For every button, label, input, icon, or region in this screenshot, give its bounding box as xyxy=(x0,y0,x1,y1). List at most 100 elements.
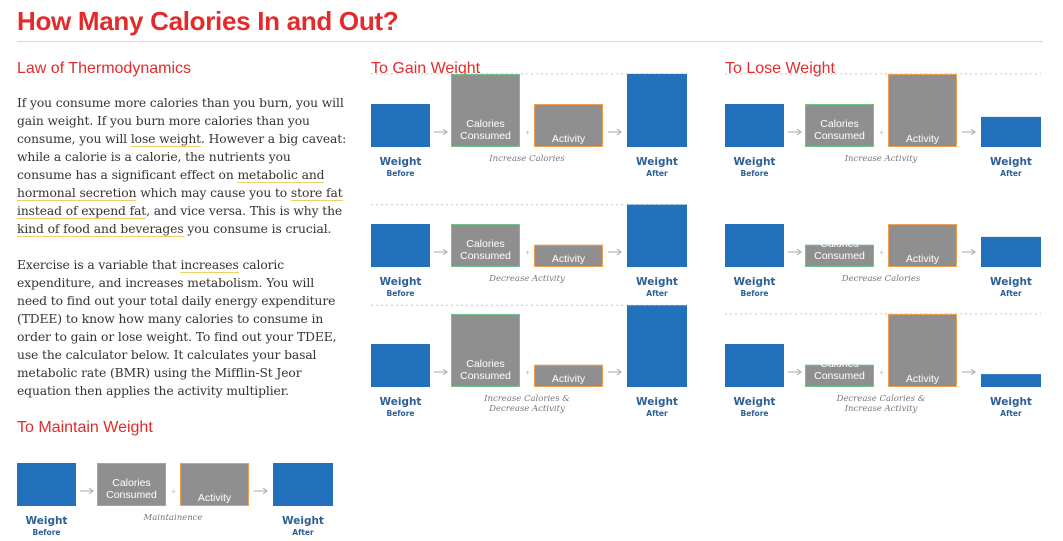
weight-after-label: Weight xyxy=(636,276,678,288)
before-label: Before xyxy=(386,409,414,418)
calories-label: Calories xyxy=(466,238,505,250)
arrow-head-icon xyxy=(616,248,622,256)
diagram-caption: Decrease Calories xyxy=(841,274,921,284)
plus-icon: + xyxy=(879,368,884,377)
activity-label: Activity xyxy=(552,253,586,265)
plus-icon: + xyxy=(171,487,176,496)
activity-bar xyxy=(888,313,957,387)
weight-before-label: Weight xyxy=(380,156,422,168)
paragraph1-text: , and vice versa. This is why the xyxy=(146,204,343,218)
arrow-head-icon xyxy=(970,368,976,376)
weight-before-label: Weight xyxy=(380,396,422,408)
calories-consumed-bar xyxy=(451,73,520,147)
heading-maintain: To Maintain Weight xyxy=(17,419,153,436)
diagram-lose-2: Calories Consumed + Activity Weight Before Wei… xyxy=(725,214,1041,298)
diagram-caption: Decrease Calories & xyxy=(836,394,926,404)
after-label: After xyxy=(1000,409,1022,418)
after-label: After xyxy=(646,169,668,178)
page-title: How Many Calories In and Out? xyxy=(17,6,399,36)
weight-after-label: Weight xyxy=(990,276,1032,288)
activity-bar xyxy=(534,244,603,267)
consumed-label: Consumed xyxy=(106,489,157,501)
activity-bar xyxy=(888,73,957,147)
weight-before-label: Weight xyxy=(734,276,776,288)
paragraph1-text: which may cause you to xyxy=(136,186,291,200)
calories-label: Calories xyxy=(820,358,859,370)
activity-label: Activity xyxy=(906,133,940,145)
calories-consumed-bar xyxy=(451,224,520,267)
before-label: Before xyxy=(32,528,60,537)
calories-consumed-bar xyxy=(805,104,874,147)
paragraph2-text: caloric expenditure, and increases metab… xyxy=(17,258,337,398)
calories-label: Calories xyxy=(466,118,505,130)
plus-icon: + xyxy=(879,248,884,257)
paragraph1-link[interactable]: store fat instead of expend fat xyxy=(17,186,343,219)
activity-bar xyxy=(534,104,603,147)
weight-after-label: Weight xyxy=(990,156,1032,168)
weight-after-bar xyxy=(627,305,687,387)
plus-icon: + xyxy=(525,368,530,377)
diagram-caption: Increase Calories xyxy=(488,154,565,164)
law-paragraph-1: If you consume more calories than you bu… xyxy=(17,94,347,238)
plus-icon: + xyxy=(525,248,530,257)
diagram-maintain: Calories Consumed + Activity Weight Before Wei… xyxy=(17,453,333,537)
heading-law: Law of Thermodynamics xyxy=(17,60,191,77)
weight-after-bar xyxy=(981,236,1041,267)
after-label: After xyxy=(1000,169,1022,178)
paragraph1-link[interactable]: lose weight xyxy=(130,132,202,147)
consumed-label: Consumed xyxy=(814,250,865,262)
calories-label: Calories xyxy=(112,477,151,489)
consumed-label: Consumed xyxy=(460,250,511,262)
arrow-head-icon xyxy=(616,128,622,136)
arrow-head-icon xyxy=(442,368,448,376)
arrow-head-icon xyxy=(442,128,448,136)
weight-before-bar xyxy=(371,224,430,267)
weight-before-bar xyxy=(725,344,784,387)
weight-after-bar xyxy=(627,73,687,147)
before-label: Before xyxy=(386,169,414,178)
paragraph1-text: you consume is crucial. xyxy=(183,222,332,236)
arrow-head-icon xyxy=(616,368,622,376)
plus-icon: + xyxy=(879,128,884,137)
arrow-head-icon xyxy=(262,487,268,495)
law-paragraph-2: Exercise is a variable that increases ca… xyxy=(17,256,347,400)
paragraph1-text: If you consume more calories than you bu… xyxy=(17,96,344,146)
arrow-head-icon xyxy=(796,128,802,136)
arrow-head-icon xyxy=(796,368,802,376)
after-label: After xyxy=(646,289,668,298)
weight-after-label: Weight xyxy=(990,396,1032,408)
activity-bar xyxy=(180,463,249,506)
weight-after-label: Weight xyxy=(636,396,678,408)
diagram-caption: Increase Activity xyxy=(844,404,918,414)
weight-before-bar xyxy=(371,344,430,387)
weight-before-bar xyxy=(371,104,430,147)
calories-consumed-bar xyxy=(451,313,520,387)
activity-bar xyxy=(888,224,957,267)
calories-consumed-bar xyxy=(805,364,874,387)
paragraph2-link[interactable]: increases xyxy=(180,258,239,273)
activity-label: Activity xyxy=(552,133,586,145)
weight-before-label: Weight xyxy=(734,156,776,168)
paragraph1-link[interactable]: metabolic and hormonal secretion xyxy=(17,168,325,201)
after-label: After xyxy=(292,528,314,537)
weight-after-label: Weight xyxy=(282,515,324,527)
calories-label: Calories xyxy=(820,118,859,130)
diagram-caption: Decrease Activity xyxy=(488,274,565,284)
weight-before-label: Weight xyxy=(380,276,422,288)
heading-lose: To Lose Weight xyxy=(725,60,835,77)
activity-label: Activity xyxy=(906,253,940,265)
weight-before-bar xyxy=(17,463,76,506)
weight-before-bar xyxy=(725,104,784,147)
calories-consumed-bar xyxy=(805,244,874,267)
diagram-gain-1: Calories Consumed + Activity Weight Before Wei… xyxy=(371,73,687,178)
activity-label: Activity xyxy=(552,373,586,385)
before-label: Before xyxy=(740,169,768,178)
activity-label: Activity xyxy=(198,492,232,504)
paragraph1-link[interactable]: kind of food and beverages xyxy=(17,222,184,237)
